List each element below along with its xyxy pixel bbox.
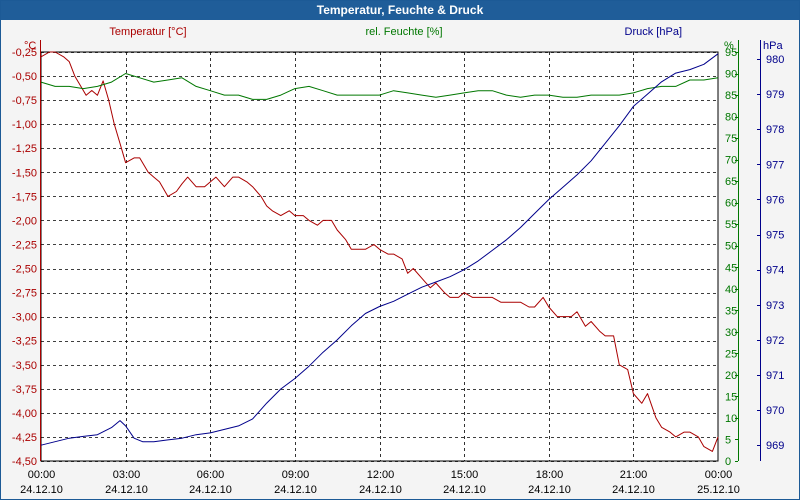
humidity-tick-label: 90 (725, 69, 737, 81)
pressure-tick-label: 978 (766, 124, 784, 136)
x-tick-date: 24.12.10 (528, 484, 571, 496)
temperature-tick-label: -3,50 (12, 360, 37, 372)
temperature-tick-label: -4,50 (12, 456, 37, 468)
humidity-tick-label: 65 (725, 176, 737, 188)
humidity-tick-label: 25 (725, 348, 737, 360)
humidity-tick-label: 0 (725, 456, 731, 468)
temperature-tick-label: -2,50 (12, 264, 37, 276)
x-tick-date: 24.12.10 (359, 484, 402, 496)
temperature-tick-label: -2,75 (12, 288, 37, 300)
humidity-tick-label: 20 (725, 370, 737, 382)
temperature-tick-label: -2,00 (12, 215, 37, 227)
pressure-tick-label: 977 (766, 159, 784, 171)
humidity-tick-label: 55 (725, 219, 737, 231)
humidity-tick-label: 60 (725, 198, 737, 210)
temperature-unit-label: °C (24, 40, 36, 52)
humidity-series-label: rel. Feuchte [%] (365, 26, 442, 38)
temperature-tick-label: -4,25 (12, 432, 37, 444)
humidity-unit-label: % (724, 40, 734, 52)
temperature-tick-label: -1,00 (12, 119, 37, 131)
chart-title: Temperatur, Feuchte & Druck (1, 1, 799, 20)
x-tick-time: 00:00 (705, 469, 733, 481)
x-tick-time: 00:00 (28, 469, 56, 481)
pressure-tick-label: 980 (766, 54, 784, 66)
x-tick-time: 21:00 (620, 469, 648, 481)
humidity-tick-label: 95 (725, 47, 737, 59)
pressure-tick-label: 979 (766, 89, 784, 101)
series-line-pressure (40, 53, 719, 446)
temperature-tick-label: -0,75 (12, 95, 37, 107)
temperature-tick-label: -2,25 (12, 239, 37, 251)
pressure-tick-label: 975 (766, 230, 784, 242)
x-tick-date: 24.12.10 (612, 484, 655, 496)
x-tick-time: 18:00 (536, 469, 564, 481)
pressure-tick-label: 973 (766, 300, 784, 312)
temperature-tick-label: -4,00 (12, 408, 37, 420)
humidity-tick-label: 40 (725, 284, 737, 296)
humidity-tick-label: 70 (725, 155, 737, 167)
temperature-tick-label: -0,50 (12, 71, 37, 83)
pressure-tick-label: 972 (766, 335, 784, 347)
humidity-tick-label: 75 (725, 133, 737, 145)
pressure-tick-label: 971 (766, 370, 784, 382)
temperature-tick-label: -3,75 (12, 384, 37, 396)
x-tick-time: 15:00 (451, 469, 479, 481)
temperature-tick-label: -1,50 (12, 167, 37, 179)
humidity-tick-label: 30 (725, 327, 737, 339)
temperature-series-label: Temperatur [°C] (109, 26, 186, 38)
pressure-tick-label: 974 (766, 265, 784, 277)
pressure-tick-label: 969 (766, 440, 784, 452)
series-line-temperature (40, 51, 719, 452)
series-line-humidity (40, 73, 719, 100)
pressure-unit-label: hPa (763, 40, 783, 52)
x-tick-date: 25.12.10 (697, 484, 740, 496)
humidity-tick-label: 10 (725, 413, 737, 425)
x-tick-time: 09:00 (282, 469, 310, 481)
x-tick-date: 24.12.10 (20, 484, 63, 496)
x-tick-date: 24.12.10 (105, 484, 148, 496)
humidity-tick-label: 50 (725, 241, 737, 253)
temperature-tick-label: -0,25 (12, 47, 37, 59)
humidity-tick-label: 45 (725, 262, 737, 274)
x-tick-time: 06:00 (197, 469, 225, 481)
humidity-tick-label: 5 (725, 434, 731, 446)
x-tick-time: 03:00 (113, 469, 141, 481)
pressure-tick-label: 970 (766, 405, 784, 417)
temperature-tick-label: -1,75 (12, 191, 37, 203)
humidity-tick-label: 85 (725, 90, 737, 102)
pressure-series-label: Druck [hPa] (625, 26, 682, 38)
x-tick-date: 24.12.10 (443, 484, 486, 496)
x-tick-date: 24.12.10 (189, 484, 232, 496)
temperature-tick-label: -3,00 (12, 312, 37, 324)
pressure-tick-label: 976 (766, 194, 784, 206)
temperature-tick-label: -1,25 (12, 143, 37, 155)
x-tick-time: 12:00 (367, 469, 395, 481)
x-tick-date: 24.12.10 (274, 484, 317, 496)
humidity-tick-label: 15 (725, 391, 737, 403)
temperature-tick-label: -3,25 (12, 336, 37, 348)
plot-area (40, 51, 719, 462)
humidity-tick-label: 35 (725, 305, 737, 317)
humidity-tick-label: 80 (725, 112, 737, 124)
